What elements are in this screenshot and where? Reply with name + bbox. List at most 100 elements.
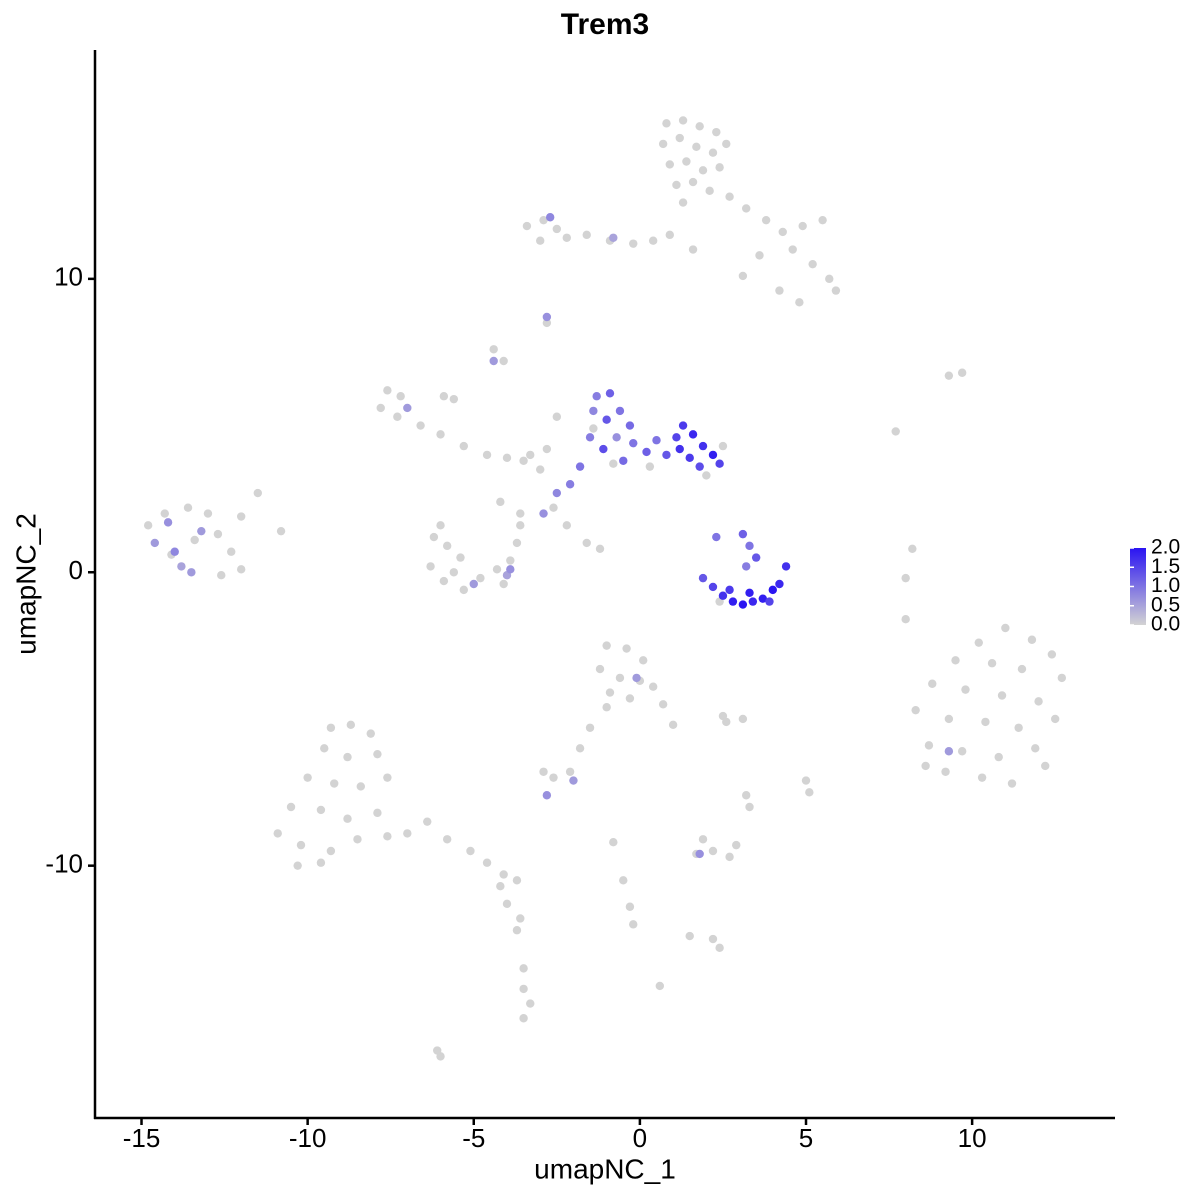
point (1050, 714, 1060, 724)
point (944, 714, 954, 724)
point (961, 685, 970, 694)
point (609, 837, 618, 847)
point (316, 805, 326, 815)
point (539, 509, 548, 518)
point (612, 433, 621, 442)
point (177, 562, 186, 571)
point (708, 450, 718, 460)
point (662, 119, 671, 128)
point (1034, 697, 1043, 706)
point (718, 441, 728, 451)
point (183, 503, 193, 512)
point (276, 526, 286, 536)
x-tick-label: 5 (799, 1123, 813, 1153)
point (433, 1046, 442, 1055)
point (403, 403, 412, 413)
point (383, 773, 392, 782)
point (818, 215, 827, 225)
point (738, 529, 748, 539)
point (589, 406, 598, 416)
point (253, 488, 263, 498)
point (549, 503, 558, 512)
point (602, 415, 611, 424)
point (396, 392, 405, 401)
point (708, 582, 718, 592)
point (236, 512, 246, 521)
point (629, 438, 638, 448)
point (562, 233, 571, 242)
point (997, 691, 1007, 700)
point (758, 594, 768, 603)
point (775, 286, 784, 295)
point (163, 518, 173, 527)
point (442, 541, 452, 551)
point (625, 421, 635, 430)
point (715, 459, 724, 468)
point (549, 773, 558, 782)
point (619, 876, 628, 885)
point (373, 808, 382, 818)
point (343, 814, 352, 823)
point (442, 835, 452, 844)
point (665, 230, 674, 240)
point (725, 585, 734, 595)
point (436, 430, 445, 439)
point (742, 204, 751, 213)
point (213, 529, 223, 539)
point (296, 840, 306, 850)
point (1027, 635, 1037, 644)
point (160, 509, 169, 518)
point (502, 899, 512, 909)
point (492, 565, 502, 574)
point (672, 180, 681, 190)
point (805, 788, 814, 797)
point (745, 802, 754, 812)
point (429, 532, 439, 542)
point (373, 749, 382, 759)
point (605, 389, 615, 398)
point (765, 597, 774, 606)
point (911, 705, 920, 715)
point (742, 791, 751, 800)
point (227, 547, 236, 556)
point (718, 591, 728, 600)
point (585, 723, 595, 732)
point (615, 406, 625, 416)
point (343, 752, 352, 762)
point (665, 160, 674, 169)
point (582, 230, 591, 240)
point (662, 450, 671, 460)
point (303, 773, 312, 782)
point (376, 403, 385, 413)
point (688, 245, 698, 254)
point (356, 782, 365, 791)
point (366, 729, 375, 738)
point (825, 274, 834, 284)
point (702, 471, 711, 480)
point (981, 717, 990, 727)
point (197, 526, 206, 536)
point (599, 444, 608, 454)
point (320, 744, 329, 753)
point (569, 776, 578, 785)
point (615, 673, 625, 683)
point (575, 462, 585, 471)
point (1014, 723, 1023, 732)
point (499, 579, 508, 589)
point (738, 600, 748, 609)
point (316, 858, 326, 867)
point (1001, 623, 1010, 633)
point (645, 462, 655, 471)
point (692, 142, 701, 152)
point (203, 509, 213, 518)
point (539, 767, 548, 776)
colorbar: 0.00.51.01.52.0 (1130, 536, 1180, 636)
point (459, 585, 468, 595)
point (695, 849, 704, 859)
point (688, 430, 698, 439)
point (761, 215, 771, 225)
point (330, 779, 339, 788)
point (951, 656, 960, 665)
point (466, 846, 475, 856)
colorbar-tick-label: 0.0 (1151, 613, 1180, 636)
